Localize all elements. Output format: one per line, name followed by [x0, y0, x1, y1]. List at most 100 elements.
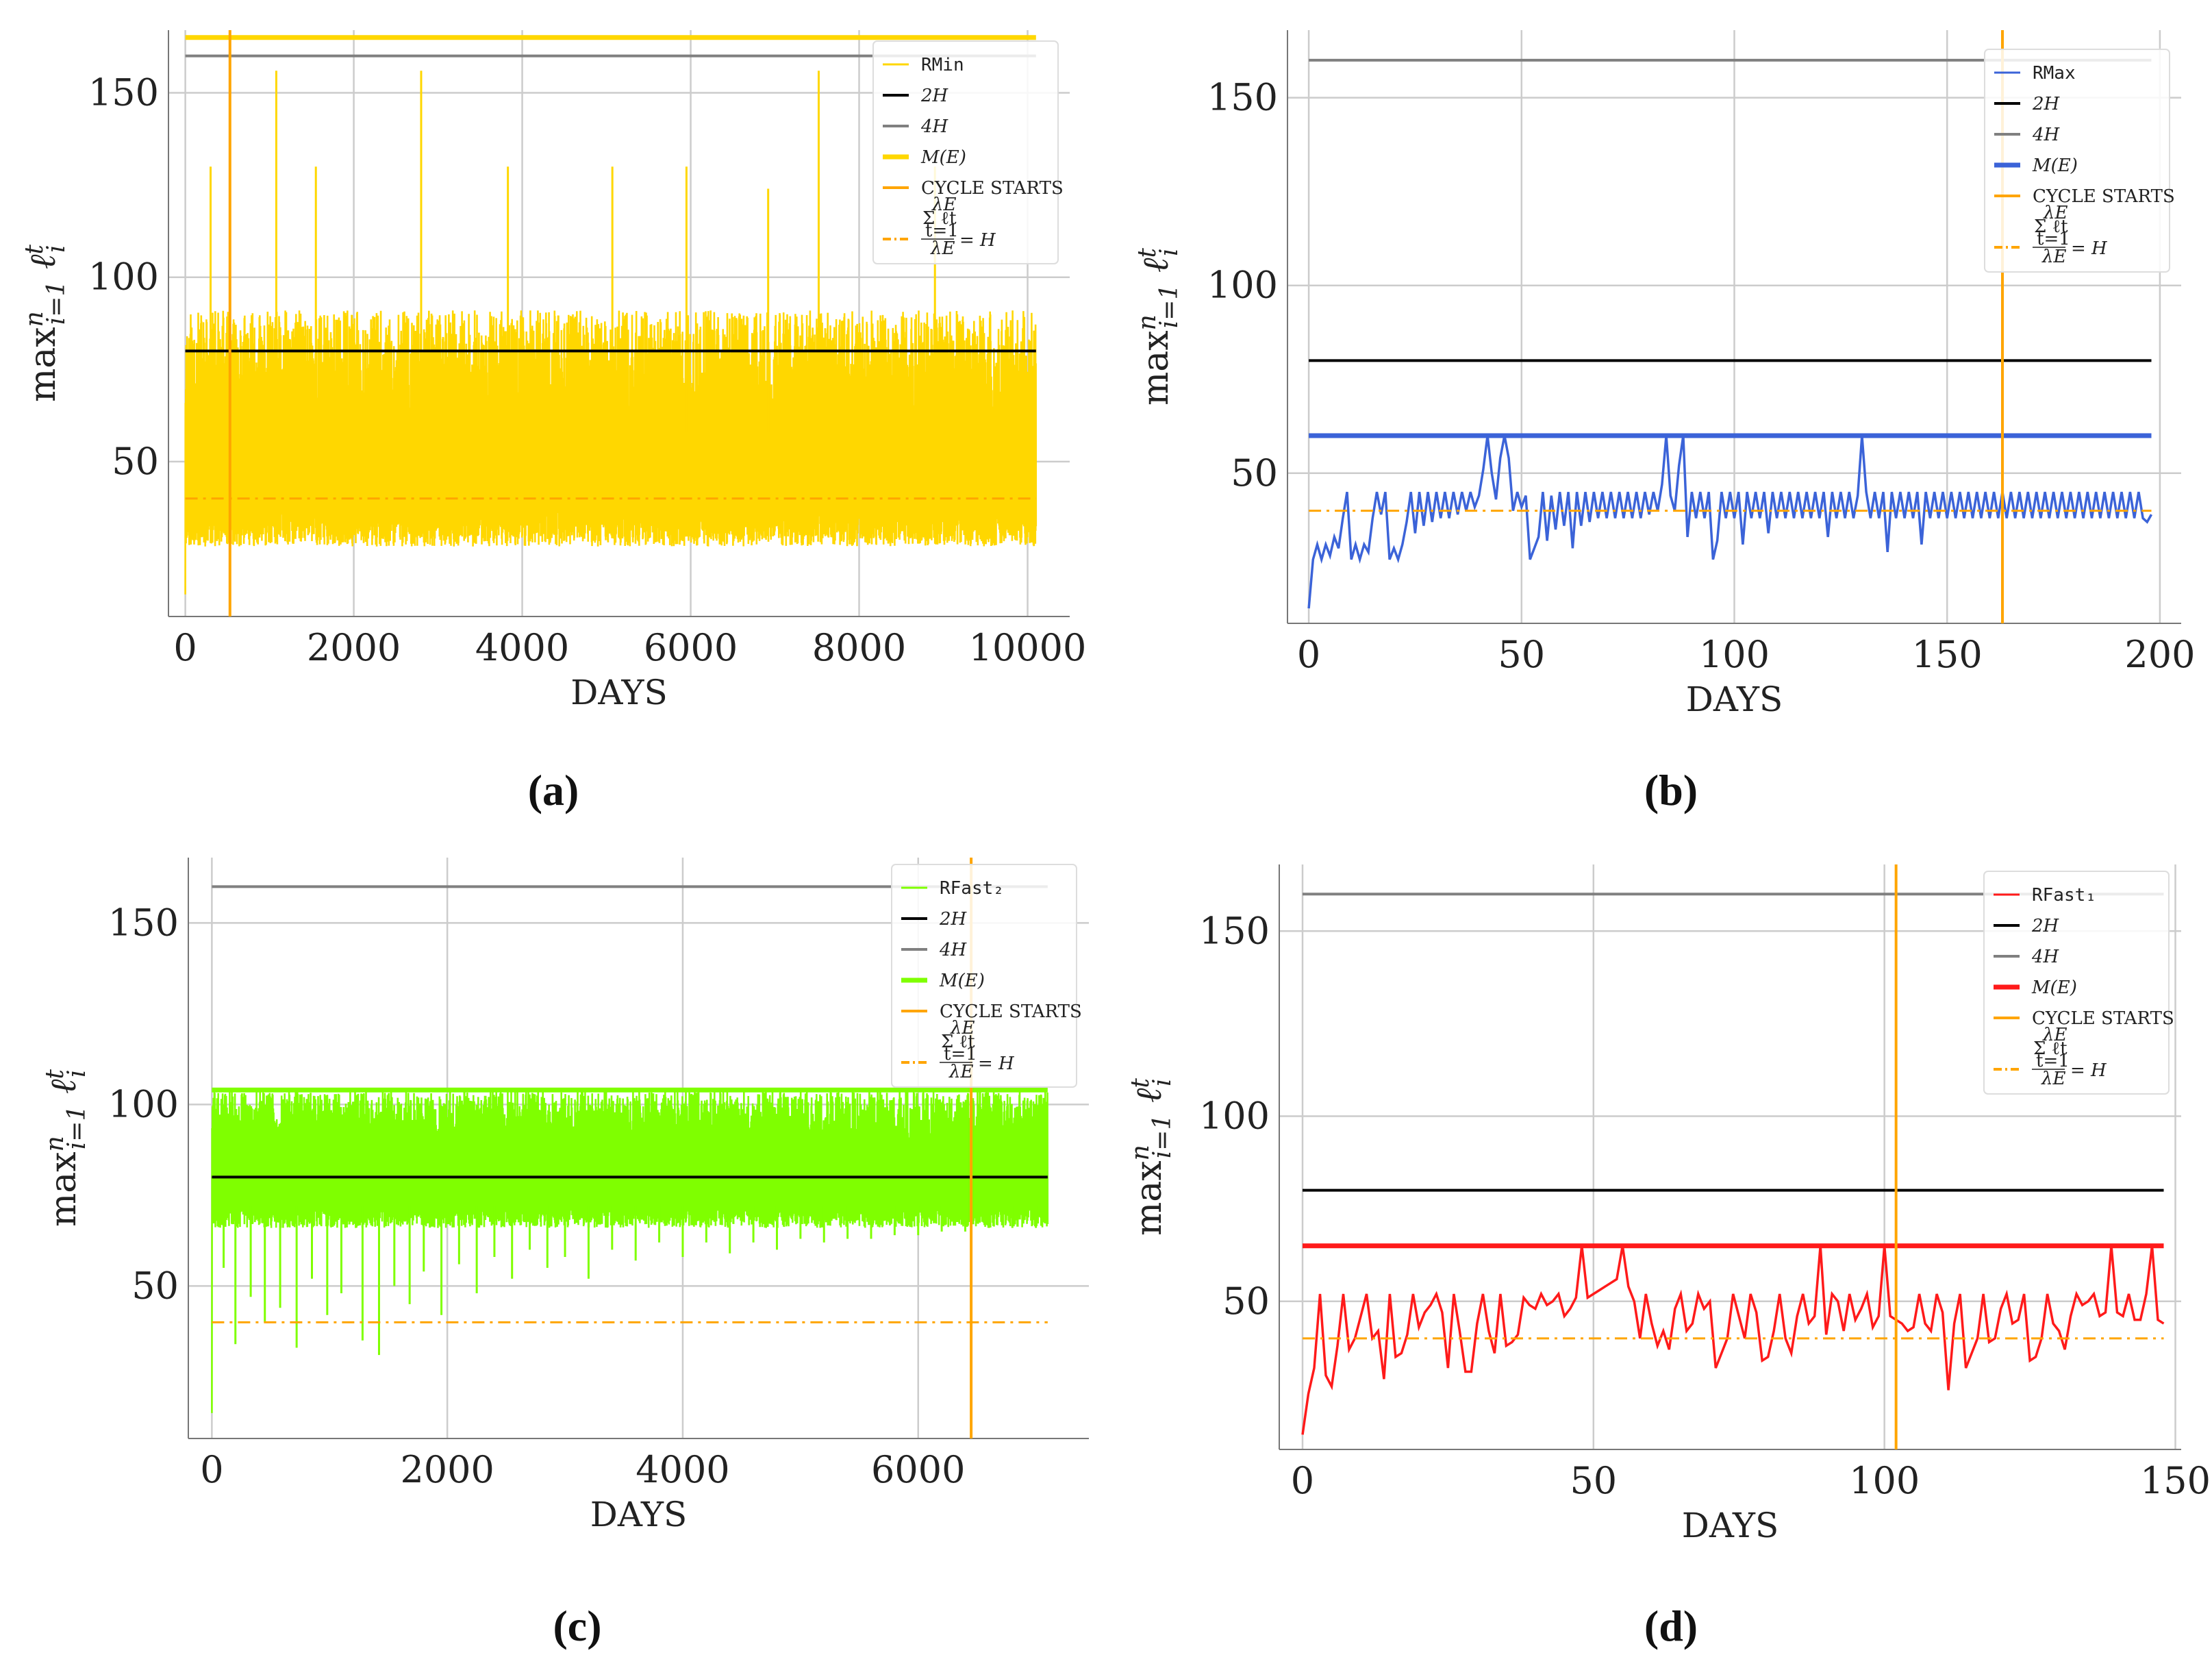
- legend-m-e-label: M(E): [920, 147, 966, 168]
- legend-h-sum: Σ ℓt: [2034, 216, 2068, 237]
- legend-h-top: λE: [2043, 203, 2068, 223]
- y-tick-label: 100: [1207, 264, 1278, 307]
- y-label-ell-sup: t: [1127, 1077, 1155, 1088]
- y-label-ell-sup: t: [41, 1069, 69, 1079]
- x-tick-label: 6000: [871, 1448, 965, 1491]
- series-line-c: [211, 1090, 1049, 1413]
- legend-h-from: t=1: [2036, 1051, 2070, 1071]
- y-label-sub: i=1: [1155, 284, 1183, 329]
- y-label-max: max: [1135, 330, 1177, 406]
- legend-h-eq: = H: [2071, 238, 2108, 259]
- y-tick-label: 50: [131, 1264, 179, 1307]
- y-label-max: max: [43, 1151, 84, 1227]
- legend-cycle-starts-label: CYCLE STARTS: [2033, 186, 2175, 207]
- y-tick-label: 50: [1222, 1280, 1270, 1323]
- legend-cycle-starts-label: CYCLE STARTS: [921, 178, 1064, 199]
- y-axis-label: maxni=1 ℓti: [1127, 1077, 1177, 1236]
- legend-h-from: t=1: [944, 1044, 977, 1064]
- legend-cycle-starts-label: CYCLE STARTS: [2032, 1008, 2174, 1029]
- y-label-sub: i=1: [1148, 1114, 1177, 1159]
- legend-m-e-label: M(E): [2031, 977, 2077, 998]
- panel-caption: (c): [553, 1602, 601, 1650]
- legend-h-sum: Σ ℓt: [922, 208, 957, 229]
- y-tick-label: 100: [1199, 1095, 1270, 1138]
- x-tick-label: 0: [1291, 1459, 1314, 1502]
- y-label-ell-sub: i: [42, 245, 71, 253]
- x-tick-label: 0: [1297, 633, 1320, 676]
- y-axis-label: maxni=1 ℓti: [41, 1069, 91, 1227]
- legend-h-bottom: λE: [930, 238, 955, 259]
- y-label-sup: n: [41, 1136, 69, 1151]
- y-label-ell: ℓ: [1135, 258, 1177, 284]
- y-label-ell-sub: i: [1148, 1078, 1177, 1086]
- legend-h-bottom: λE: [948, 1062, 973, 1082]
- legend-h-top: λE: [2042, 1025, 2067, 1045]
- legend-h-eq: = H: [959, 230, 996, 251]
- y-label-ell: ℓ: [1129, 1088, 1170, 1114]
- x-tick-label: 10000: [969, 626, 1087, 669]
- series-line-a: [184, 310, 1038, 595]
- legend-four-h-label: 4H: [920, 116, 949, 137]
- y-tick-label: 150: [1199, 909, 1270, 952]
- y-label-sub: i=1: [63, 1106, 91, 1150]
- x-axis-label: DAYS: [1682, 1506, 1779, 1545]
- legend-two-h-label: 2H: [939, 909, 968, 930]
- y-label-ell-sup: t: [21, 244, 49, 254]
- y-label-max: max: [23, 327, 64, 402]
- x-tick-label: 50: [1570, 1459, 1617, 1502]
- series-line-d: [1301, 1245, 2165, 1435]
- panel-caption: (d): [1644, 1602, 1698, 1650]
- x-tick-label: 150: [2140, 1459, 2211, 1502]
- legend-series-label: RMax: [2033, 63, 2076, 84]
- legend-h-from: t=1: [925, 221, 959, 241]
- x-tick-label: 100: [1849, 1459, 1920, 1502]
- legend-box: [1983, 871, 2170, 1095]
- panel-d: 0 50 100 150 50 100 150 DAYS maxni=1 ℓti RFast₁ 2H…: [1127, 864, 2211, 1650]
- y-tick-label: 150: [108, 901, 179, 944]
- y-tick-label: 150: [1207, 76, 1278, 119]
- legend-h-bottom: λE: [2041, 247, 2066, 267]
- x-axis-label: DAYS: [590, 1495, 687, 1534]
- legend-four-h-label: 4H: [2032, 125, 2061, 145]
- y-axis-label: maxni=1 ℓti: [1133, 247, 1183, 406]
- y-label-ell-sup: t: [1133, 247, 1161, 258]
- panel-a: 0 2000 4000 6000 8000 1000050100150DAYSmaxni=…: [21, 30, 1086, 814]
- y-label-sup: n: [21, 311, 49, 327]
- y-label-sup: n: [1133, 314, 1161, 330]
- x-tick-label: 6000: [644, 626, 738, 669]
- y-label-ell-sub: i: [63, 1069, 91, 1077]
- y-tick-label: 100: [88, 256, 159, 299]
- x-tick-label: 150: [1912, 633, 1983, 676]
- x-tick-label: 50: [1498, 633, 1545, 676]
- legend-two-h-label: 2H: [2031, 916, 2060, 936]
- legend-h-from: t=1: [2037, 229, 2070, 249]
- x-tick-label: 200: [2124, 633, 2195, 676]
- legend-m-e-label: M(E): [939, 971, 985, 991]
- legend-h-sum: Σ ℓt: [2033, 1038, 2068, 1059]
- x-tick-label: 4000: [475, 626, 569, 669]
- y-label-ell: ℓ: [43, 1079, 84, 1106]
- legend-cycle-starts-label: CYCLE STARTS: [940, 1001, 1082, 1022]
- panel-c: 0 2000 4000 6000 50 100 150 DAYS maxni=1 ℓti RFas…: [41, 858, 1089, 1650]
- legend-box: [1984, 49, 2170, 273]
- x-tick-label: 2000: [400, 1448, 494, 1491]
- panel-caption: (a): [528, 766, 579, 814]
- x-tick-label: 100: [1699, 633, 1770, 676]
- legend-four-h-label: 4H: [939, 940, 968, 960]
- legend-h-top: λE: [931, 195, 956, 215]
- y-tick-label: 150: [88, 71, 159, 114]
- legend-h-sum: Σ ℓt: [941, 1032, 975, 1052]
- legend-box: [891, 864, 1077, 1088]
- y-label-ell: ℓ: [23, 254, 64, 281]
- x-tick-label: 8000: [812, 626, 906, 669]
- legend-h-eq: = H: [2070, 1060, 2107, 1081]
- x-tick-label: 2000: [307, 626, 401, 669]
- legend-series-label: RFast₁: [2032, 885, 2096, 906]
- legend-m-e-label: M(E): [2032, 155, 2078, 176]
- y-label-sub: i=1: [42, 281, 71, 325]
- y-axis-label: maxni=1 ℓti: [21, 244, 71, 402]
- legend-h-eq: = H: [978, 1054, 1015, 1074]
- x-axis-label: DAYS: [570, 673, 667, 712]
- x-tick-label: 0: [173, 626, 197, 669]
